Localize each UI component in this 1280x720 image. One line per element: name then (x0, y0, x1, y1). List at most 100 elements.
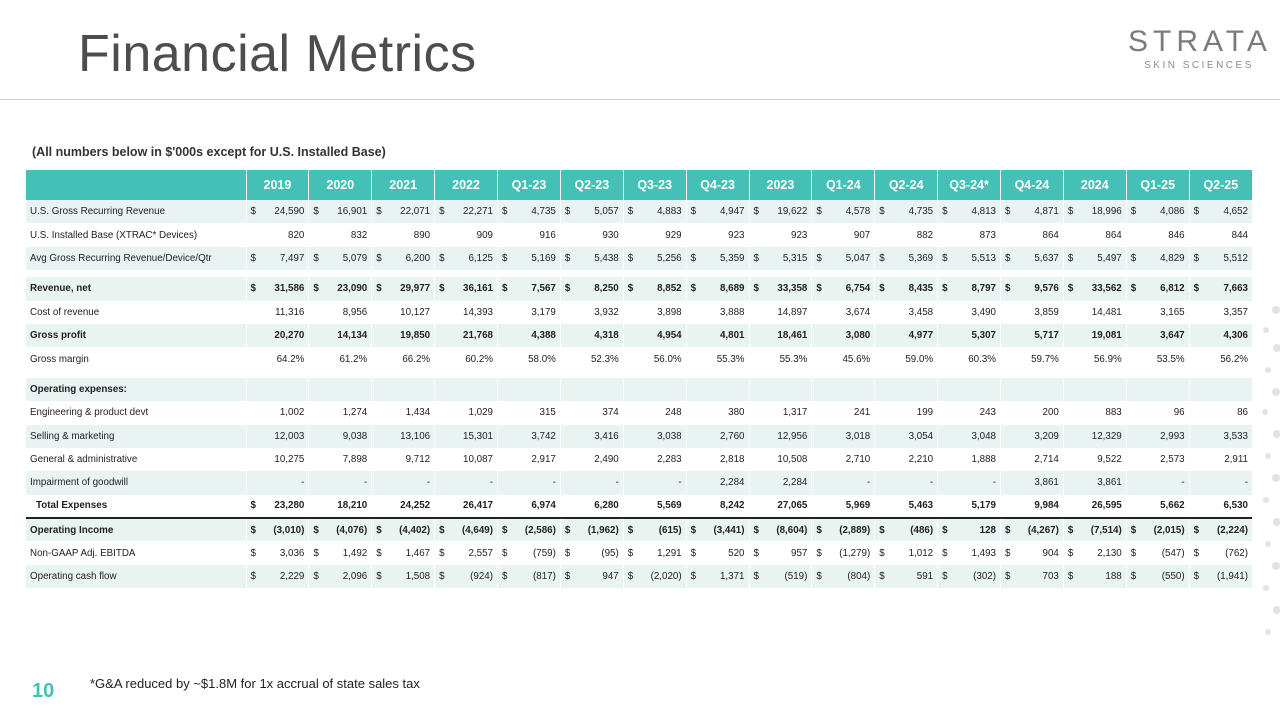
cell-value: 53.5% (1156, 353, 1185, 365)
table-cell: $33,562 (1063, 277, 1127, 301)
table-cell: $6,812 (1126, 277, 1190, 301)
table-cell: $29,977 (371, 277, 436, 301)
column-header: Q3-24* (937, 170, 1001, 200)
table-cell: 4,801 (686, 323, 750, 348)
cell-value: 5,637 (1034, 252, 1059, 264)
table-row: U.S. Installed Base (XTRAC* Devices) 820 8… (26, 223, 1252, 247)
table-cell: 3,861 (1000, 471, 1064, 495)
table-cell: 241 (811, 401, 876, 425)
table-cell: 3,048 (937, 424, 1001, 448)
table-cell: $ (924) (434, 564, 498, 589)
table-cell: - (560, 471, 624, 495)
table-cell: $9,576 (1000, 277, 1064, 301)
table-cell: - (434, 471, 498, 495)
table-cell: $8,250 (560, 277, 624, 301)
cell-value: 11,316 (275, 306, 305, 318)
currency-symbol: $ (376, 547, 382, 559)
table-cell: 52.3% (560, 347, 624, 371)
cell-value: 3,888 (719, 306, 745, 318)
cell-value: 916 (539, 229, 556, 241)
table-cell: 1,434 (371, 401, 436, 425)
currency-symbol: $ (627, 283, 634, 295)
table-cell: 890 (371, 223, 436, 247)
row-label: Gross margin (26, 347, 247, 371)
cell-value: 4,883 (657, 206, 682, 218)
table-row: Gross margin 64.2% 61.2% 66.2% 60.2% 58.0% 52.… (26, 347, 1252, 371)
currency-symbol: $ (1193, 524, 1200, 536)
table-cell: $ (4,649) (434, 518, 498, 542)
currency-symbol: $ (690, 571, 697, 583)
cell-value: 3,674 (845, 306, 871, 318)
cell-value: (4,649) (461, 524, 493, 536)
cell-value: 66.2% (402, 353, 431, 365)
table-cell: 10,508 (749, 447, 813, 472)
currency-symbol: $ (1067, 547, 1074, 559)
currency-symbol: $ (1193, 252, 1200, 264)
cell-value: 6,280 (594, 500, 619, 512)
cell-value: 6,974 (531, 500, 556, 512)
currency-symbol: $ (879, 206, 885, 218)
currency-symbol: $ (439, 524, 445, 536)
table-cell: 9,038 (308, 424, 373, 448)
row-label: U.S. Gross Recurring Revenue (26, 200, 247, 224)
cell-value: 18,461 (777, 330, 808, 342)
cell-value: 5,717 (1034, 330, 1059, 342)
table-row: Impairment of goodwill - - - - - - - 2,284 2,284 -… (26, 471, 1252, 495)
cell-value: 8,435 (908, 283, 934, 295)
cell-value: (8,604) (776, 524, 808, 536)
table-cell: 883 (1063, 401, 1127, 425)
cell-value: 904 (1042, 547, 1059, 559)
cell-value: 12,003 (274, 430, 305, 442)
cell-value: 4,829 (1160, 252, 1185, 264)
table-cell: 4,318 (560, 323, 624, 348)
table-cell: $591 (874, 564, 939, 589)
table-spacer-row (26, 270, 1252, 278)
column-header: Q4-23 (686, 170, 750, 200)
cell-value: 8,242 (719, 500, 745, 512)
table-cell: $ (2,586) (497, 518, 561, 542)
cell-value: 909 (476, 229, 493, 241)
currency-symbol: $ (502, 206, 508, 218)
table-cell: 18,461 (749, 323, 813, 348)
cell-value: 2,917 (531, 454, 556, 466)
cell-value: 8,797 (971, 283, 996, 295)
cell-value: 16,901 (337, 206, 368, 218)
cell-value: 5,969 (845, 500, 871, 512)
cell-value: 5,369 (908, 252, 934, 264)
table-cell: $19,622 (749, 200, 813, 224)
table-cell: 53.5% (1126, 347, 1190, 371)
cell-value: (519) (784, 571, 808, 583)
cell-value: 7,497 (279, 252, 305, 264)
cell-value: (550) (1161, 571, 1185, 583)
cell-value: 2,993 (1160, 430, 1185, 442)
table-cell: $5,057 (560, 200, 624, 224)
row-label: Operating cash flow (26, 564, 247, 589)
row-label: Avg Gross Recurring Revenue/Device/Qtr (26, 246, 247, 271)
cell-value: 45.6% (842, 353, 871, 365)
column-header: Q2-23 (560, 170, 624, 200)
table-cell: 59.7% (1000, 347, 1064, 371)
table-cell (749, 377, 813, 402)
currency-symbol: $ (1130, 524, 1137, 536)
table-cell: $ (4,267) (1000, 518, 1064, 542)
table-cell: 1,274 (308, 401, 373, 425)
cell-value: 5,179 (971, 500, 996, 512)
cell-value: - (992, 477, 996, 489)
table-cell: 907 (811, 223, 876, 247)
currency-symbol: $ (439, 571, 445, 583)
table-cell: $1,467 (371, 541, 436, 565)
table-cell: 3,674 (811, 300, 876, 324)
table-cell: 923 (686, 223, 750, 247)
cell-value: 19,850 (400, 330, 431, 342)
table-cell: $22,271 (434, 200, 498, 224)
table-cell: 930 (560, 223, 624, 247)
table-cell: 20,270 (246, 323, 310, 348)
cell-value: 5,047 (845, 252, 871, 264)
cell-value: 1,291 (657, 547, 682, 559)
cell-value: - (489, 477, 493, 489)
cell-value: 4,652 (1223, 206, 1248, 218)
table-cell: $4,735 (874, 200, 939, 224)
cell-value: 2,283 (657, 454, 682, 466)
cell-value: 890 (413, 229, 431, 241)
table-cell: $947 (560, 564, 624, 589)
